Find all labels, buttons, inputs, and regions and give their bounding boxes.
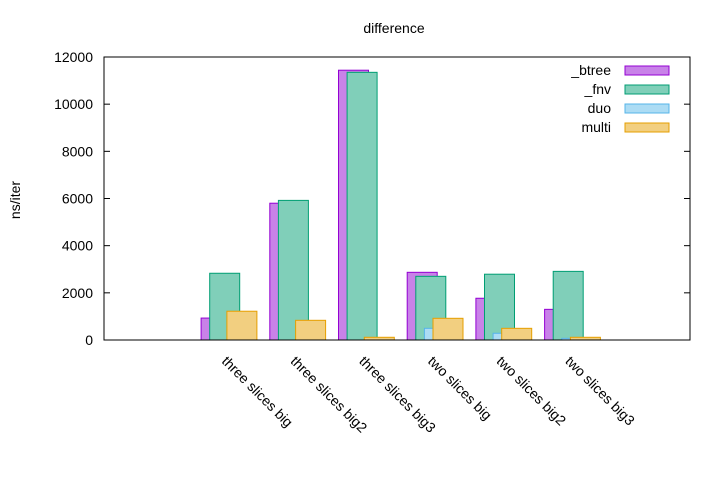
legend-label: _fnv [584,81,611,97]
legend-label: multi [581,119,611,135]
x-tick-label: two slices big3 [562,353,638,429]
bar-multi-1 [295,319,327,341]
y-tick-label: 4000 [62,238,93,254]
legend-label: _btree [570,62,611,78]
bar-multi-3 [432,317,464,341]
chart-title: difference [363,20,424,36]
legend-swatch [624,122,670,133]
bar-fnv-2 [346,71,378,341]
legend-swatch [624,84,670,95]
bar-multi-4 [501,327,533,341]
y-tick-label: 2000 [62,285,93,301]
bar-fnv-5 [552,270,584,341]
y-tick-label: 6000 [62,191,93,207]
bars [200,69,601,341]
x-tick-label: three slices big [219,353,296,430]
y-axis: 0 2000 4000 6000 8000 10000 12000 [54,49,690,348]
y-tick-label: 8000 [62,143,93,159]
y-tick-label: 12000 [54,49,93,65]
x-tick-label: two slices big2 [494,353,570,429]
y-tick-label: 10000 [54,96,93,112]
y-tick-label: 0 [85,332,93,348]
bar-multi-0 [226,310,258,341]
legend-swatch [624,103,670,114]
legend-swatch [624,65,670,76]
y-axis-label: ns/iter [7,181,23,219]
x-tick-label: two slices big [425,353,495,423]
bar-fnv-1 [277,199,309,341]
legend-label: duo [588,100,612,116]
